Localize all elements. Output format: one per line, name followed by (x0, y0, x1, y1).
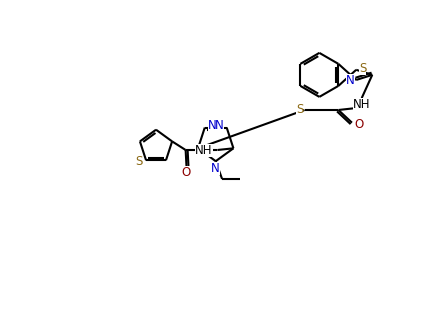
Text: NH: NH (195, 143, 213, 156)
Text: N: N (346, 74, 354, 87)
Text: S: S (296, 103, 303, 117)
Text: N: N (208, 119, 216, 132)
Text: O: O (182, 166, 191, 179)
Text: S: S (359, 63, 366, 76)
Text: NH: NH (352, 98, 370, 111)
Text: N: N (215, 119, 224, 132)
Text: O: O (354, 118, 363, 131)
Text: S: S (135, 155, 142, 168)
Text: N: N (212, 162, 220, 175)
